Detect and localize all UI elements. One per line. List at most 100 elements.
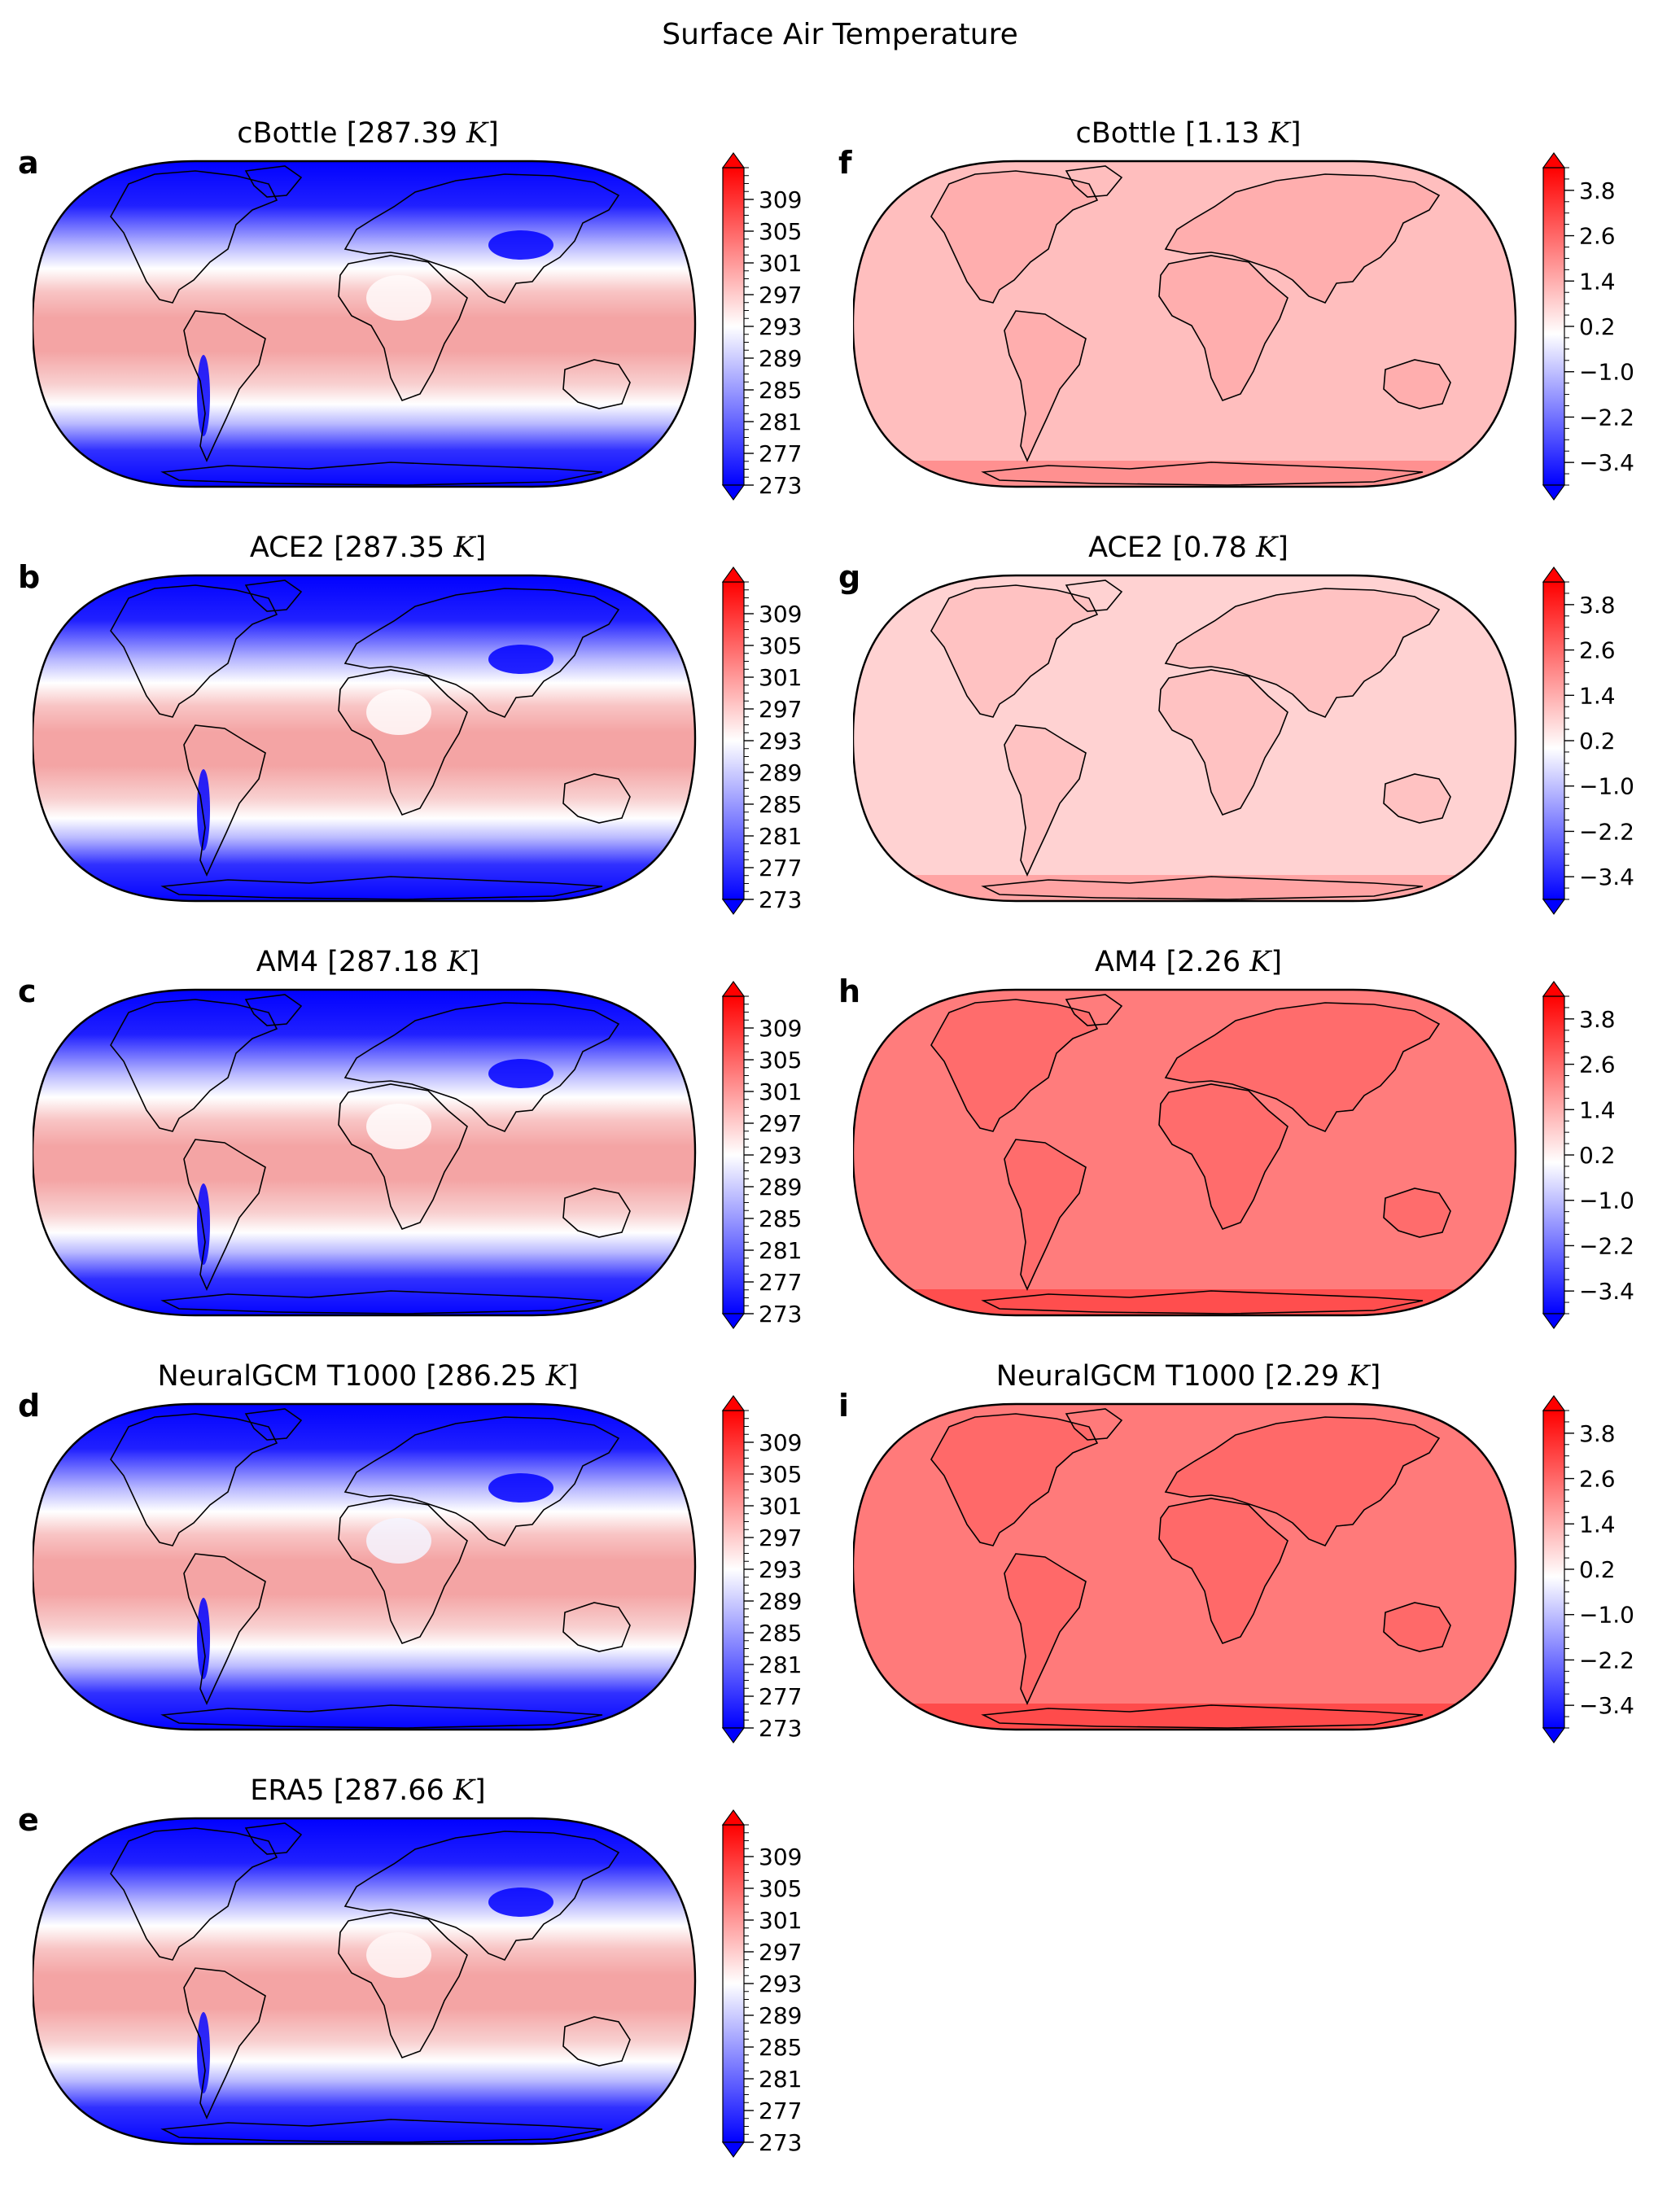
- colorbar-extend-min: [721, 2141, 746, 2159]
- coastline-eurasia: [343, 588, 620, 718]
- colorbar-extend-max: [1542, 980, 1566, 997]
- panel-title: AM4 [287.18 K]: [256, 946, 480, 978]
- panel-model-name: ACE2 [0.78: [1088, 531, 1257, 564]
- colorbar-e: 309 305 301 297 293 289 285 281 277 273: [721, 1809, 802, 2159]
- coastline-africa: [1158, 1083, 1288, 1230]
- colorbar-tick-label: −1.0: [1579, 773, 1634, 800]
- panel-letter: a: [18, 145, 39, 181]
- coastline-northAmerica: [110, 584, 278, 718]
- colorbar-tick-label: −2.2: [1579, 1232, 1634, 1259]
- colorbar-tick-label: 2.6: [1579, 1052, 1616, 1078]
- colorbar-b: 309 305 301 297 293 289 285 281 277 273: [721, 566, 802, 916]
- colorbar-tick-label: 301: [759, 250, 802, 277]
- colorbar-body: [722, 1824, 745, 2143]
- panel-model-name: AM4 [287.18: [256, 946, 448, 978]
- colorbar-tick-label: −3.4: [1579, 1692, 1634, 1719]
- colorbar-tick-label: 3.8: [1579, 592, 1616, 619]
- coastline-northAmerica: [110, 999, 278, 1132]
- colorbar-extend-min: [721, 484, 746, 501]
- coastline-australia: [562, 2016, 631, 2067]
- colorbar-tick-label: 285: [759, 2034, 802, 2061]
- panel-title: AM4 [2.26 K]: [1094, 946, 1283, 978]
- colorbar-tick-label: 297: [759, 282, 802, 308]
- coastline-southAmerica: [1004, 1553, 1087, 1705]
- map-a: [33, 160, 697, 488]
- coastline-greenland: [1065, 1408, 1123, 1441]
- colorbar-tick-label: 297: [759, 1110, 802, 1137]
- colorbar-tick-label: 0.2: [1579, 728, 1616, 755]
- coastline-africa: [338, 255, 468, 401]
- map-h: [853, 988, 1517, 1317]
- map-g: [853, 574, 1517, 903]
- colorbar-tick-label: 281: [759, 1237, 802, 1264]
- coastline-greenland: [1065, 580, 1123, 612]
- colorbar-tick-label: 2.6: [1579, 223, 1616, 250]
- regional-anomaly: [488, 645, 553, 674]
- colorbar-tick-label: 309: [759, 186, 802, 213]
- colorbar-extend-max: [721, 151, 746, 168]
- colorbar-tick-label: 285: [759, 1620, 802, 1647]
- coastline-southAmerica: [183, 1553, 266, 1705]
- colorbar-tick-label: 277: [759, 1269, 802, 1296]
- land-anomaly: [1159, 256, 1288, 400]
- coastline-greenland: [244, 1408, 303, 1441]
- colorbar-tick-label: 289: [759, 1174, 802, 1201]
- globe-outline: [853, 1402, 1517, 1731]
- colorbar-a: 309 305 301 297 293 289 285 281 277 273: [721, 151, 802, 501]
- land-anomaly: [1384, 774, 1450, 823]
- colorbar-extend-min: [721, 1727, 746, 1744]
- land-anomaly: [1384, 1188, 1450, 1237]
- regional-anomaly: [366, 275, 431, 321]
- land-anomaly: [1166, 588, 1439, 717]
- panel-letter: g: [838, 559, 861, 595]
- globe-outline: [33, 574, 697, 903]
- coastline-antarctica: [160, 876, 603, 900]
- colorbar-tick-label: 281: [759, 823, 802, 850]
- globe-outline: [33, 1402, 697, 1731]
- colorbar-tick-label: 0.2: [1579, 313, 1616, 340]
- colorbar-tick-label: −3.4: [1579, 449, 1634, 476]
- colorbar-body: [722, 1410, 745, 1729]
- coastline-antarctica: [981, 1290, 1424, 1314]
- coastline-australia: [562, 1188, 631, 1238]
- colorbar-extend-min: [1542, 1727, 1566, 1744]
- colorbar-tick-label: 0.2: [1579, 1556, 1616, 1583]
- coastline-greenland: [244, 165, 303, 198]
- colorbar-tick-label: 273: [759, 2129, 802, 2156]
- colorbar-tick-label: 2.6: [1579, 1466, 1616, 1493]
- map-c: [33, 988, 697, 1317]
- colorbar-tick-label: 1.4: [1579, 268, 1616, 295]
- colorbar-tick-label: 3.8: [1579, 177, 1616, 204]
- regional-anomaly: [366, 1932, 431, 1978]
- regional-anomaly: [197, 2012, 210, 2093]
- globe-outline: [33, 988, 697, 1317]
- globe-outline: [33, 1817, 697, 2146]
- colorbar-tick-label: 281: [759, 409, 802, 435]
- colorbar-tick-label: 289: [759, 759, 802, 786]
- panel-title: NeuralGCM T1000 [286.25 K]: [157, 1360, 579, 1393]
- colorbar-tick-label: 0.2: [1579, 1142, 1616, 1169]
- colorbar-extend-min: [721, 1313, 746, 1330]
- coastline-greenland: [244, 994, 303, 1026]
- globe-outline: [853, 988, 1517, 1317]
- panel-model-name: cBottle [1.13: [1075, 117, 1269, 150]
- colorbar-g: 3.8 2.6 1.4 0.2 −1.0 −2.2 −3.4: [1542, 566, 1634, 916]
- coastline-southAmerica: [183, 1967, 266, 2119]
- coastline-southAmerica: [1004, 1139, 1087, 1291]
- colorbar-tick-label: 273: [759, 1301, 802, 1328]
- colorbar-i: 3.8 2.6 1.4 0.2 −1.0 −2.2 −3.4: [1542, 1394, 1634, 1744]
- globe-outline: [853, 160, 1517, 488]
- coastline-africa: [338, 1083, 468, 1230]
- panel-model-name: AM4 [2.26: [1094, 946, 1250, 978]
- map-panel-a: cBottle [287.39 K] a 309 305 301 297 293 289 285…: [18, 117, 832, 527]
- colorbar-body: [722, 167, 745, 486]
- land-anomaly: [1384, 360, 1450, 409]
- colorbar-tick-label: 273: [759, 886, 802, 913]
- map-panel-h: AM4 [2.26 K] h 3.8 2.6 1.4 0.2 −1.0 −2.2 −3.4: [838, 946, 1652, 1356]
- coastline-eurasia: [1164, 1002, 1441, 1132]
- colorbar-tick-label: 309: [759, 1015, 802, 1042]
- panel-unit: K: [1268, 117, 1290, 150]
- colorbar-tick-label: 309: [759, 601, 802, 628]
- coastline-southAmerica: [1004, 310, 1087, 462]
- colorbar-tick-label: 309: [759, 1429, 802, 1456]
